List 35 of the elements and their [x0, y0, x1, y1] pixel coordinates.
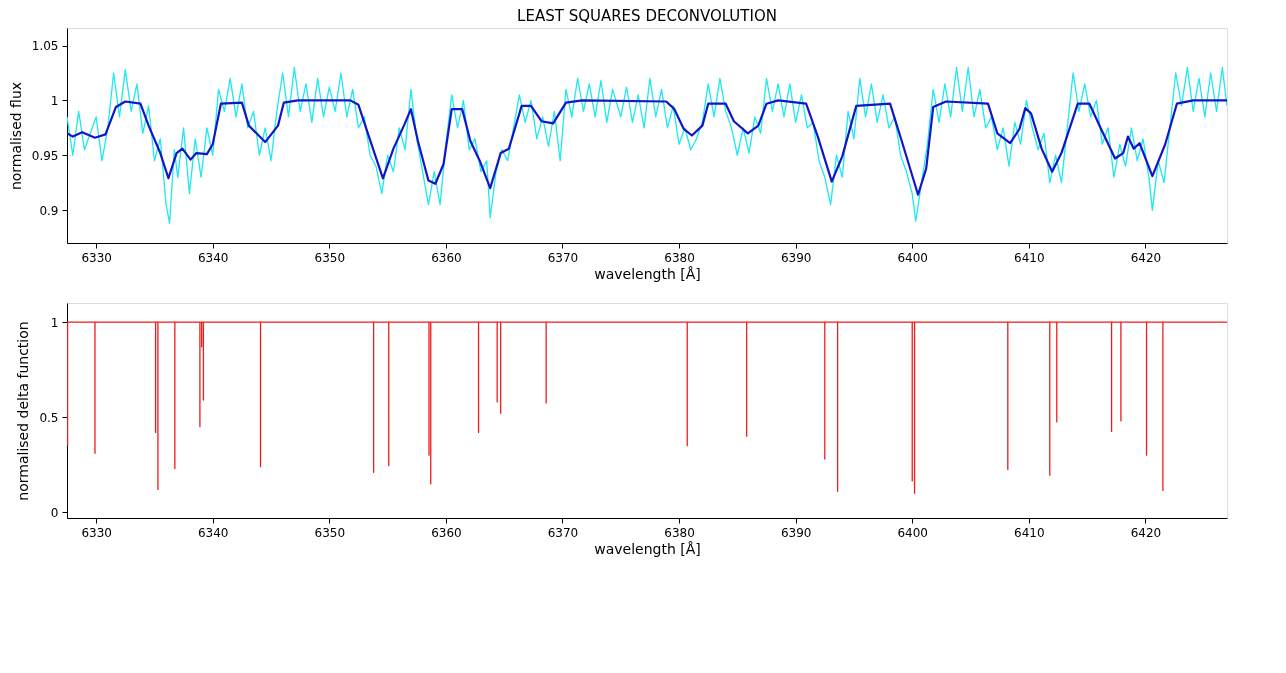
x-tick-label: 6360 [431, 525, 462, 540]
x-tick-label: 6370 [547, 525, 579, 540]
y-axis-title: normalised flux [7, 81, 24, 191]
x-tick-label: 6330 [81, 250, 112, 265]
x-tick-label: 6400 [897, 525, 928, 540]
line-series [67, 66, 1227, 224]
x-tick-label: 6340 [197, 250, 229, 265]
x-tick-label: 6350 [314, 250, 346, 265]
x-tick-label: 6340 [197, 525, 229, 540]
x-tick-label: 6390 [780, 525, 812, 540]
y-tick-label: 0.5 [39, 410, 59, 425]
x-tick-label: 6370 [547, 250, 579, 265]
x-tick-label: 6420 [1130, 525, 1162, 540]
x-tick-label: 6380 [664, 250, 695, 265]
x-axis-title: wavelength [Å] [594, 265, 701, 282]
x-tick-label: 6330 [81, 525, 112, 540]
x-tick-label: 6360 [431, 250, 462, 265]
x-tick-label: 6350 [314, 525, 346, 540]
y-tick-label: 0.9 [39, 203, 59, 218]
x-tick-label: 6410 [1014, 525, 1045, 540]
y-tick-label: 0 [50, 505, 59, 520]
chart-title: LEAST SQUARES DECONVOLUTION [517, 7, 777, 25]
x-tick-label: 6400 [897, 250, 928, 265]
x-tick-label: 6380 [664, 525, 695, 540]
x-axis-title: wavelength [Å] [594, 540, 701, 557]
y-tick-label: 1 [50, 93, 59, 108]
line-series [67, 99, 1227, 196]
y-tick-label: 1.05 [31, 39, 59, 54]
x-tick-label: 6390 [780, 250, 812, 265]
x-tick-label: 6420 [1130, 250, 1162, 265]
line-series [67, 321, 1227, 494]
y-axis-title: normalised delta function [15, 321, 32, 501]
y-tick-label: 0.95 [31, 148, 59, 163]
x-tick-label: 6410 [1014, 250, 1045, 265]
y-tick-label: 1 [50, 315, 59, 330]
